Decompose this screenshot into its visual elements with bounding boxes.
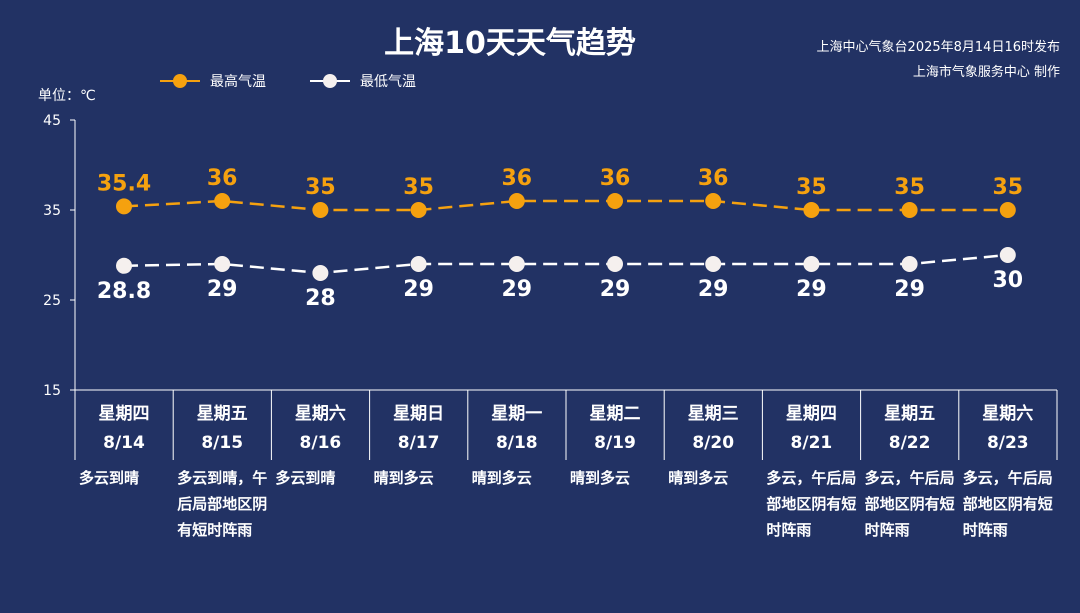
- data-label-low: 28: [305, 286, 336, 311]
- day-column: 星期五 8/22 多云，午后局部地区阴有短时阵雨: [861, 392, 959, 543]
- series-line-high: [123, 199, 1008, 212]
- point-high: [607, 193, 623, 209]
- weather-description: 晴到多云: [471, 469, 532, 487]
- data-label-low: 30: [992, 268, 1023, 293]
- series-line-low: [123, 253, 1008, 275]
- day-column: 星期五 8/15 多云到晴，午后局部地区阴有短时阵雨: [173, 392, 271, 543]
- weekday-label: 星期四: [98, 404, 150, 424]
- data-label-high: 35: [894, 175, 925, 200]
- point-low: [803, 256, 820, 272]
- day-column: 星期一 8/18 晴到多云: [468, 392, 566, 491]
- weather-description: 多云，午后局部地区阴有短时阵雨: [766, 469, 857, 539]
- weather-description: 多云，午后局部地区阴有短时阵雨: [864, 469, 955, 539]
- y-tick-label: 45: [43, 113, 61, 129]
- data-label-low: 29: [600, 277, 631, 302]
- day-column: 星期三 8/20 晴到多云: [664, 392, 762, 491]
- chart-title: 上海10天天气趋势: [384, 26, 636, 61]
- date-label: 8/19: [594, 433, 636, 453]
- data-label-high: 35: [305, 175, 336, 200]
- data-label-low: 29: [207, 277, 238, 302]
- data-label-high: 36: [501, 166, 532, 191]
- date-label: 8/22: [888, 433, 931, 453]
- date-label: 8/15: [201, 433, 244, 453]
- point-low: [508, 256, 525, 272]
- y-tick-label: 25: [43, 293, 61, 309]
- legend-high-label: 最高气温: [210, 74, 266, 90]
- point-high: [214, 193, 231, 209]
- legend-high-marker: [160, 74, 200, 88]
- weekday-label: 星期三: [687, 404, 739, 424]
- point-high: [999, 202, 1016, 218]
- weekday-label: 星期六: [982, 404, 1034, 424]
- data-label-high: 35: [403, 175, 434, 200]
- weather-description: 多云到晴，午后局部地区阴有短时阵雨: [177, 469, 268, 539]
- point-high: [901, 202, 918, 218]
- day-column: 星期日 8/17 晴到多云: [370, 392, 468, 491]
- date-label: 8/17: [397, 433, 440, 453]
- weather-description: 晴到多云: [668, 469, 729, 487]
- data-label-low: 29: [796, 277, 827, 302]
- weather-description: 多云，午后局部地区阴有短时阵雨: [962, 469, 1053, 539]
- day-column: 星期六 8/23 多云，午后局部地区阴有短时阵雨: [959, 392, 1057, 543]
- day-column: 星期六 8/16 多云到晴: [271, 392, 369, 491]
- point-low: [214, 256, 231, 272]
- weather-description: 多云到晴: [79, 469, 140, 487]
- data-label-low: 28.8: [97, 279, 151, 304]
- point-high: [705, 193, 722, 209]
- issuer-line: 上海中心气象台2025年8月14日16时发布: [816, 40, 1060, 55]
- weekday-label: 星期五: [884, 404, 936, 424]
- producer-line: 上海市气象服务中心 制作: [912, 65, 1060, 80]
- weather-description: 晴到多云: [570, 469, 631, 487]
- y-tick-label: 35: [43, 203, 61, 219]
- data-label-low: 29: [403, 277, 434, 302]
- point-low: [607, 256, 623, 272]
- point-low: [705, 256, 722, 272]
- data-label-high: 35: [796, 175, 827, 200]
- day-column: 星期四 8/21 多云，午后局部地区阴有短时阵雨: [762, 392, 860, 543]
- weekday-label: 星期日: [393, 404, 445, 424]
- legend-item-low: 最低气温: [310, 72, 416, 90]
- date-label: 8/14: [103, 433, 145, 453]
- data-label-low: 29: [894, 277, 925, 302]
- point-low: [901, 256, 918, 272]
- weekday-label: 星期二: [589, 404, 641, 424]
- point-high: [508, 193, 525, 209]
- data-label-high: 35: [992, 175, 1023, 200]
- day-column: 星期四 8/14 多云到晴: [75, 392, 173, 491]
- weather-description: 晴到多云: [373, 469, 434, 487]
- weekday-label: 星期五: [196, 404, 248, 424]
- y-tick-label: 15: [43, 383, 61, 399]
- date-label: 8/21: [790, 433, 833, 453]
- point-high: [803, 202, 820, 218]
- day-column: 星期二 8/19 晴到多云: [566, 392, 664, 491]
- date-label: 8/18: [495, 433, 538, 453]
- data-label-low: 29: [698, 277, 729, 302]
- weekday-label: 星期四: [785, 404, 837, 424]
- point-high: [116, 198, 132, 215]
- data-label-high: 35.4: [97, 171, 151, 196]
- data-label-high: 36: [698, 166, 729, 191]
- point-low: [116, 257, 132, 274]
- point-high: [312, 202, 329, 218]
- point-low: [999, 247, 1016, 263]
- data-label-high: 36: [207, 166, 238, 191]
- point-high: [410, 202, 427, 218]
- legend-low-marker: [310, 74, 350, 88]
- data-label-low: 29: [501, 277, 532, 302]
- legend-item-high: 最高气温: [160, 72, 266, 90]
- weekday-label: 星期六: [294, 404, 346, 424]
- date-label: 8/23: [986, 433, 1029, 453]
- weekday-label: 星期一: [491, 404, 543, 424]
- y-axis-unit: 单位：℃: [38, 88, 96, 104]
- date-label: 8/16: [299, 433, 342, 453]
- date-label: 8/20: [692, 433, 735, 453]
- point-low: [410, 256, 427, 272]
- data-label-high: 36: [600, 166, 631, 191]
- point-low: [312, 265, 329, 281]
- weather-description: 多云到晴: [275, 469, 336, 487]
- legend-low-label: 最低气温: [360, 74, 416, 90]
